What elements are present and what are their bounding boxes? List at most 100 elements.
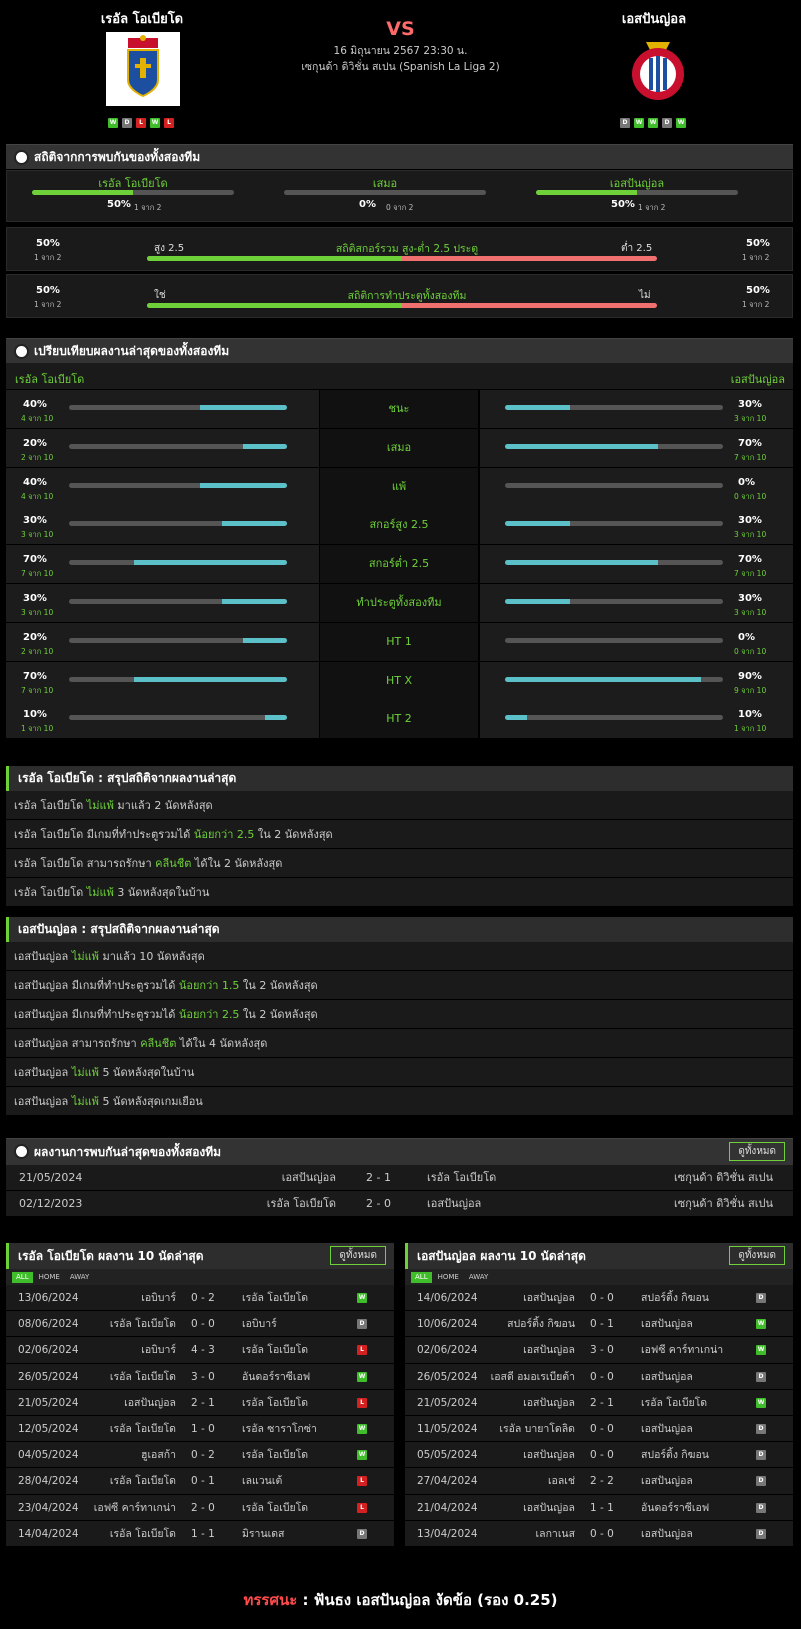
match-row[interactable]: 02/06/2024 เอสปันญ่อล 3 - 0 เอฟซี คาร์ทาเกน… [405, 1337, 793, 1364]
match-date: 02/06/2024 [18, 1344, 79, 1357]
match-away-team[interactable]: เรอัล โอเบียโด [242, 1292, 309, 1304]
summary-row: เรอัล โอเบียโด ไม่แพ้ 3 นัดหลังสุดในบ้าน [6, 878, 793, 907]
match-away-team[interactable]: เรอัล โอเบียโด [242, 1501, 309, 1514]
match-row[interactable]: 21/05/2024 เอสปันญ่อล 2 - 1 เรอัล โอเบียโด W [405, 1389, 793, 1416]
match-away-team[interactable]: เอสปันญ่อล [641, 1422, 693, 1435]
match-row[interactable]: 05/05/2024 เอสปันญ่อล 0 - 0 สปอร์ติ้ง กิฆอน… [405, 1442, 793, 1469]
summary-row: เอสปันญ่อล สามารถรักษา คลีนชีต ได้ใน 4 น… [6, 1029, 793, 1058]
match-home-team[interactable]: เรอัล โอเบียโด [109, 1422, 176, 1435]
compare-row: 40% 4 จาก 10 ชนะ 30% 3 จาก 10 [6, 390, 793, 428]
match-home-team[interactable]: เลกาเนส [535, 1527, 575, 1540]
match-home-team[interactable]: เอลเช่ [547, 1475, 575, 1488]
match-home-team[interactable]: เอสปันญ่อล [523, 1292, 575, 1304]
match-home-team[interactable]: เอฟซี คาร์ทาเกน่า [93, 1501, 176, 1514]
match-away-team[interactable]: เอสปันญ่อล [641, 1527, 693, 1540]
tab-all[interactable]: ALL [411, 1272, 432, 1283]
match-home-team[interactable]: เอสดี อมอเรเบียต้า [490, 1370, 575, 1383]
away-last10-view-all-button[interactable]: ดูทั้งหมด [729, 1246, 785, 1265]
match-home-team[interactable]: เอสปันญ่อล [124, 1396, 176, 1409]
match-home-team[interactable]: เรอัล โอเบียโด [109, 1527, 176, 1540]
h2h-result-row[interactable]: 02/12/2023 เรอัล โอเบียโด 2 - 0 เอสปันญ่อล เ… [6, 1191, 793, 1217]
match-home-team[interactable]: สปอร์ติ้ง กิฆอน [507, 1318, 575, 1331]
away-team-name[interactable]: เอสปันญ่อล [621, 12, 687, 27]
home-last10-view-all-button[interactable]: ดูทั้งหมด [330, 1246, 386, 1265]
match-row[interactable]: 12/05/2024 เรอัล โอเบียโด 1 - 0 เรอัล ซาราโ… [6, 1415, 394, 1443]
match-row[interactable]: 21/04/2024 เอสปันญ่อล 1 - 1 อันดอร์ราซีเอฟ D [405, 1494, 793, 1521]
compare-right-bar [505, 560, 723, 566]
compare-right-cell: 0% 0 จาก 10 [480, 467, 793, 506]
tab-all[interactable]: ALL [12, 1272, 33, 1283]
match-row[interactable]: 21/05/2024 เอสปันญ่อล 2 - 1 เรอัล โอเบียโด L [6, 1389, 394, 1416]
h2h-home-team[interactable]: เอสปันญ่อล [281, 1171, 336, 1184]
match-row[interactable]: 13/06/2024 เอบิบาร์ 0 - 2 เรอัล โอเบียโด W [6, 1285, 394, 1312]
match-league[interactable]: เซกุนด้า ดิวิชั่น สเปน (Spanish La Liga … [301, 61, 500, 73]
match-away-team[interactable]: เอสปันญ่อล [641, 1370, 693, 1383]
match-away-team[interactable]: สปอร์ติ้ง กิฆอน [641, 1292, 709, 1304]
match-row[interactable]: 08/06/2024 เรอัล โอเบียโด 0 - 0 เอบิบาร์ D [6, 1311, 394, 1338]
match-away-team[interactable]: เอสปันญ่อล [641, 1318, 693, 1331]
match-home-team[interactable]: เรอัล โอเบียโด [109, 1370, 176, 1383]
match-away-team[interactable]: เอฟซี คาร์ทาเกน่า [641, 1344, 724, 1357]
match-home-team[interactable]: เอบิบาร์ [141, 1292, 176, 1304]
h2h-result-row[interactable]: 21/05/2024 เอสปันญ่อล 2 - 1 เรอัล โอเบียโด เ… [6, 1165, 793, 1191]
match-row[interactable]: 14/04/2024 เรอัล โอเบียโด 1 - 1 มิรานเดส D [6, 1520, 394, 1547]
match-away-team[interactable]: เรอัล ซาราโกซ่า [242, 1422, 317, 1435]
compare-right-team[interactable]: เอสปันญ่อล [730, 373, 785, 386]
match-home-team[interactable]: เอบิบาร์ [141, 1344, 176, 1357]
compare-row: 20% 2 จาก 10 เสมอ 70% 7 จาก 10 [6, 428, 793, 467]
h2h-home-team[interactable]: เรอัล โอเบียโด [266, 1197, 336, 1210]
match-away-team[interactable]: สปอร์ติ้ง กิฆอน [641, 1449, 709, 1462]
match-row[interactable]: 28/04/2024 เรอัล โอเบียโด 0 - 1 เลแวนเต้ L [6, 1468, 394, 1495]
h2h-three-way: เรอัล โอเบียโด 50% 1 จาก 2 เสมอ 0% 0 จาก 2 เอส… [6, 170, 793, 222]
match-row[interactable]: 13/04/2024 เลกาเนส 0 - 0 เอสปันญ่อล D [405, 1520, 793, 1547]
match-home-team[interactable]: เอสปันญ่อล [523, 1449, 575, 1462]
match-away-team[interactable]: เรอัล โอเบียโด [242, 1344, 309, 1357]
match-away-team[interactable]: เรอัล โอเบียโด [242, 1449, 309, 1462]
compare-left-team[interactable]: เรอัล โอเบียโด [15, 373, 85, 386]
match-home-team[interactable]: เอสปันญ่อล [523, 1344, 575, 1357]
tab-home[interactable]: HOME [38, 1273, 60, 1281]
match-row[interactable]: 27/04/2024 เอลเช่ 2 - 2 เอสปันญ่อล D [405, 1468, 793, 1495]
match-home-team[interactable]: เรอัล บายาโดลิด [499, 1422, 575, 1435]
compare-right-bar [505, 405, 723, 410]
home-last10-tabs: ALL HOME AWAY [6, 1269, 394, 1285]
match-home-team[interactable]: เอสปันญ่อล [523, 1501, 575, 1514]
summary-text-a: เรอัล โอเบียโด สามารถรักษา [14, 857, 152, 870]
match-away-team[interactable]: มิรานเดส [242, 1527, 285, 1540]
h2h-results-section: ผลงานการพบกันล่าสุดของทั้งสองทีม ดูทั้งหม… [6, 1138, 793, 1217]
match-home-team[interactable]: เรอัล โอเบียโด [109, 1318, 176, 1331]
match-row[interactable]: 10/06/2024 สปอร์ติ้ง กิฆอน 0 - 1 เอสปันญ่อล… [405, 1311, 793, 1338]
match-away-team[interactable]: เรอัล โอเบียโด [242, 1396, 309, 1409]
match-away-team[interactable]: เอบิบาร์ [242, 1318, 277, 1331]
match-row[interactable]: 14/06/2024 เอสปันญ่อล 0 - 0 สปอร์ติ้ง กิฆอน… [405, 1285, 793, 1312]
match-row[interactable]: 23/04/2024 เอฟซี คาร์ทาเกน่า 2 - 0 เรอัล โอ… [6, 1494, 394, 1521]
h2h-away-team[interactable]: เอสปันญ่อล [427, 1197, 482, 1210]
match-home-team[interactable]: เอสปันญ่อล [523, 1396, 575, 1409]
match-away-team[interactable]: อันดอร์ราซีเอฟ [242, 1370, 311, 1383]
tab-away[interactable]: AWAY [69, 1273, 90, 1281]
h2h-away-team[interactable]: เรอัล โอเบียโด [427, 1171, 497, 1184]
tab-home[interactable]: HOME [437, 1273, 459, 1281]
home-team-name[interactable]: เรอัล โอเบียโด [100, 12, 184, 27]
match-home-team[interactable]: เรอัล โอเบียโด [109, 1475, 176, 1488]
compare-section: เปรียบเทียบผลงานล่าสุดของทั้งสองทีม เรอั… [6, 338, 793, 749]
compare-right-cell: 90% 9 จาก 10 [480, 661, 793, 700]
match-away-team[interactable]: เรอัล โอเบียโด [641, 1396, 708, 1409]
compare-right-sub: 7 จาก 10 [734, 452, 767, 462]
match-row[interactable]: 26/05/2024 เรอัล โอเบียโด 3 - 0 อันดอร์ราซี… [6, 1363, 394, 1390]
h2h-col-label[interactable]: เอสปันญ่อล [609, 177, 665, 190]
match-row[interactable]: 11/05/2024 เรอัล บายาโดลิด 0 - 0 เอสปันญ่อล… [405, 1415, 793, 1443]
h2h-col-label[interactable]: เสมอ [372, 177, 398, 190]
match-away-team[interactable]: อันดอร์ราซีเอฟ [641, 1501, 710, 1514]
tab-away[interactable]: AWAY [468, 1273, 489, 1281]
h2h-view-all-button[interactable]: ดูทั้งหมด [729, 1142, 785, 1161]
h2h-col-bar-fill [32, 190, 133, 195]
match-row[interactable]: 04/05/2024 ฮูเอสก้า 0 - 2 เรอัล โอเบียโด W [6, 1442, 394, 1469]
match-away-team[interactable]: เอสปันญ่อล [641, 1475, 693, 1488]
summary-highlight: น้อยกว่า 2.5 [178, 1008, 240, 1021]
match-row[interactable]: 02/06/2024 เอบิบาร์ 4 - 3 เรอัล โอเบียโด L [6, 1337, 394, 1364]
match-away-team[interactable]: เลแวนเต้ [242, 1475, 283, 1488]
h2h-col-label[interactable]: เรอัล โอเบียโด [98, 177, 168, 190]
match-row[interactable]: 26/05/2024 เอสดี อมอเรเบียต้า 0 - 0 เอสปันญ… [405, 1363, 793, 1390]
match-home-team[interactable]: ฮูเอสก้า [141, 1449, 176, 1462]
